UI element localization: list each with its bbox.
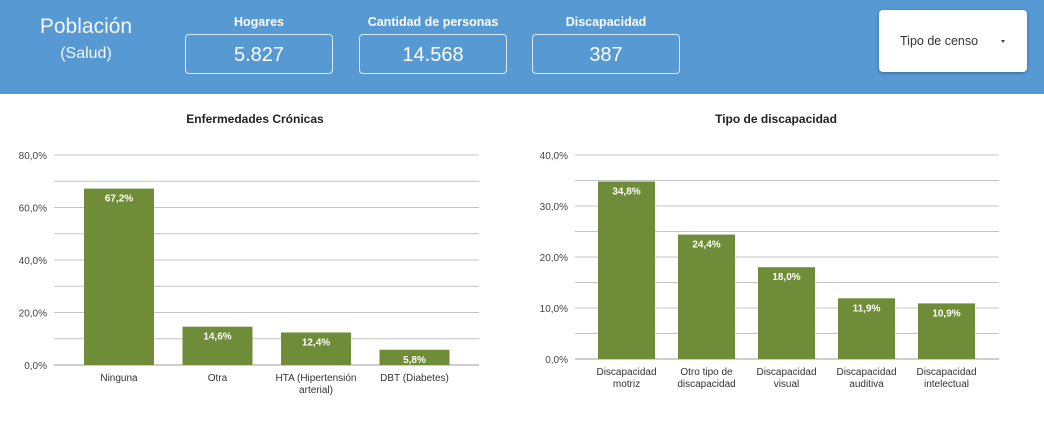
kpi-value: 14.568 xyxy=(359,34,507,74)
y-tick-label: 20,0% xyxy=(19,309,47,320)
x-tick-label: Ninguna xyxy=(100,373,138,384)
subtitle-text: (Salud) xyxy=(60,45,112,62)
bar xyxy=(758,267,815,359)
x-tick-label: visual xyxy=(774,379,800,390)
chart-tipo-discapacidad: Tipo de discapacidad 0,0% 10,0% 20,0% 30,0% 4… xyxy=(540,112,999,390)
header-bar: Población (Salud) Hogares 5.827 Cantidad… xyxy=(0,0,1044,94)
bar-value-label: 11,9% xyxy=(853,303,881,314)
x-tick-label: discapacidad xyxy=(677,379,735,390)
bar xyxy=(598,181,655,359)
chart-enfermedades-cronicas: Enfermedades Crónicas 0,0% 20,0% 40,0% 60,0%… xyxy=(19,112,479,396)
bar xyxy=(678,234,735,359)
y-tick-label: 40,0% xyxy=(19,256,47,267)
chart-title: Enfermedades Crónicas xyxy=(186,112,324,126)
page-title: Población (Salud) xyxy=(20,14,152,65)
x-tick-label: arterial) xyxy=(299,385,333,396)
x-tick-label: Otro tipo de xyxy=(680,367,733,378)
bar xyxy=(379,349,450,365)
y-tick-label: 0,0% xyxy=(545,355,568,366)
y-tick-label: 10,0% xyxy=(540,304,568,315)
bar-value-label: 14,6% xyxy=(203,332,231,343)
y-tick-label: 0,0% xyxy=(24,361,47,372)
kpi-value: 5.827 xyxy=(185,34,333,74)
x-tick-label: motriz xyxy=(613,379,640,390)
kpi-value: 387 xyxy=(532,34,680,74)
y-tick-label: 60,0% xyxy=(19,204,47,215)
bar xyxy=(84,188,154,365)
kpi-personas: Cantidad de personas 14.568 xyxy=(359,14,507,74)
x-tick-label: Discapacidad xyxy=(916,367,976,378)
y-tick-label: 80,0% xyxy=(19,151,47,162)
bar-value-label: 10,9% xyxy=(932,308,960,319)
bar xyxy=(838,298,895,359)
kpi-discapacidad: Discapacidad 387 xyxy=(532,14,680,74)
dropdown-label: Tipo de censo xyxy=(900,34,979,48)
kpi-label: Hogares xyxy=(233,15,285,29)
x-tick-label: Discapacidad xyxy=(596,367,656,378)
bar-value-label: 34,8% xyxy=(612,187,640,198)
y-tick-label: 30,0% xyxy=(540,202,568,213)
x-tick-label: intelectual xyxy=(924,379,969,390)
y-tick-label: 20,0% xyxy=(540,253,568,264)
x-tick-label: HTA (Hipertensión xyxy=(276,373,357,384)
kpi-label: Cantidad de personas xyxy=(367,15,499,29)
bar-value-label: 67,2% xyxy=(105,194,133,205)
bar xyxy=(281,332,351,365)
bar xyxy=(182,326,253,365)
bar-value-label: 5,8% xyxy=(403,355,426,366)
x-tick-label: DBT (Diabetes) xyxy=(380,373,449,384)
x-tick-label: Discapacidad xyxy=(836,367,896,378)
x-tick-label: Discapacidad xyxy=(756,367,816,378)
bar-value-label: 24,4% xyxy=(692,240,720,251)
bar xyxy=(918,303,975,359)
bar-value-label: 12,4% xyxy=(302,337,330,348)
kpi-hogares: Hogares 5.827 xyxy=(185,14,333,74)
x-tick-label: auditiva xyxy=(849,379,884,390)
chart-title: Tipo de discapacidad xyxy=(715,112,837,126)
y-tick-label: 40,0% xyxy=(540,151,568,162)
bar-value-label: 18,0% xyxy=(772,272,800,283)
kpi-label: Discapacidad xyxy=(565,15,647,29)
title-text: Población xyxy=(39,15,133,38)
caret-down-icon[interactable] xyxy=(1001,40,1005,43)
tipo-censo-dropdown[interactable]: Tipo de censo xyxy=(879,10,1027,72)
x-tick-label: Otra xyxy=(208,373,228,384)
